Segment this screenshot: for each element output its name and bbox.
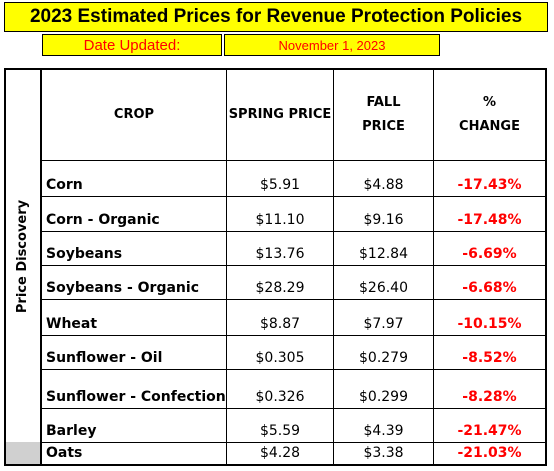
table-row: Soybeans - Organic $28.29 $26.40 -6.68% — [40, 265, 547, 299]
table-row: Barley $5.59 $4.39 -21.47% — [40, 408, 547, 442]
fall-price: $3.38 — [333, 442, 433, 464]
spring-price: $13.76 — [226, 231, 333, 265]
fall-price: $26.40 — [333, 265, 433, 299]
percent-change: -21.47% — [433, 408, 547, 442]
table-row: Oats $4.28 $3.38 -21.03% — [40, 442, 547, 464]
side-gray-cell — [4, 442, 40, 466]
fall-price: $0.279 — [333, 335, 433, 369]
header-spring-price: SPRING PRICE — [226, 68, 333, 160]
table-row: Soybeans $13.76 $12.84 -6.69% — [40, 231, 547, 265]
percent-change: -6.68% — [433, 265, 547, 299]
spring-price: $8.87 — [226, 299, 333, 335]
fall-price: $9.16 — [333, 196, 433, 231]
fall-price: $7.97 — [333, 299, 433, 335]
fall-price: $0.299 — [333, 369, 433, 408]
fall-price: $4.88 — [333, 160, 433, 196]
table-row: Corn $5.91 $4.88 -17.43% — [40, 160, 547, 196]
percent-change: -10.15% — [433, 299, 547, 335]
spring-price: $5.59 — [226, 408, 333, 442]
table-row: Wheat $8.87 $7.97 -10.15% — [40, 299, 547, 335]
table-row: Corn - Organic $11.10 $9.16 -17.48% — [40, 196, 547, 231]
date-updated-value: November 1, 2023 — [224, 34, 440, 56]
table-row: Sunflower - Confection $0.326 $0.299 -8.28% — [40, 369, 547, 408]
spring-price: $5.91 — [226, 160, 333, 196]
crop-name: Wheat — [40, 299, 226, 335]
percent-change: -8.28% — [433, 369, 547, 408]
header-fall-price: FALL PRICE — [333, 68, 433, 160]
percent-change: -17.48% — [433, 196, 547, 231]
crop-name: Sunflower - Confection — [40, 369, 226, 408]
crop-name: Corn — [40, 160, 226, 196]
page-title: 2023 Estimated Prices for Revenue Protec… — [4, 2, 548, 32]
spring-price: $11.10 — [226, 196, 333, 231]
spring-price: $0.305 — [226, 335, 333, 369]
spring-price: $28.29 — [226, 265, 333, 299]
percent-change: -6.69% — [433, 231, 547, 265]
crop-name: Barley — [40, 408, 226, 442]
percent-change: -17.43% — [433, 160, 547, 196]
crop-name: Sunflower - Oil — [40, 335, 226, 369]
fall-price: $4.39 — [333, 408, 433, 442]
fall-price: $12.84 — [333, 231, 433, 265]
header-percent-change: % CHANGE — [433, 68, 547, 160]
crop-name: Soybeans — [40, 231, 226, 265]
spring-price: $0.326 — [226, 369, 333, 408]
percent-change: -21.03% — [433, 442, 547, 464]
header-crop: CROP — [40, 68, 226, 160]
crop-name: Oats — [40, 442, 226, 464]
crop-name: Soybeans - Organic — [40, 265, 226, 299]
spring-price: $4.28 — [226, 442, 333, 464]
crop-name: Corn - Organic — [40, 196, 226, 231]
table-row: Sunflower - Oil $0.305 $0.279 -8.52% — [40, 335, 547, 369]
date-updated-label: Date Updated: — [42, 34, 222, 56]
percent-change: -8.52% — [433, 335, 547, 369]
price-discovery-label: Price Discovery — [15, 199, 31, 313]
price-discovery-label-cell: Price Discovery — [4, 68, 40, 442]
table-bottom-border — [4, 464, 547, 466]
price-table: Price Discovery CROP SPRING PRICE FALL PR… — [4, 68, 547, 466]
